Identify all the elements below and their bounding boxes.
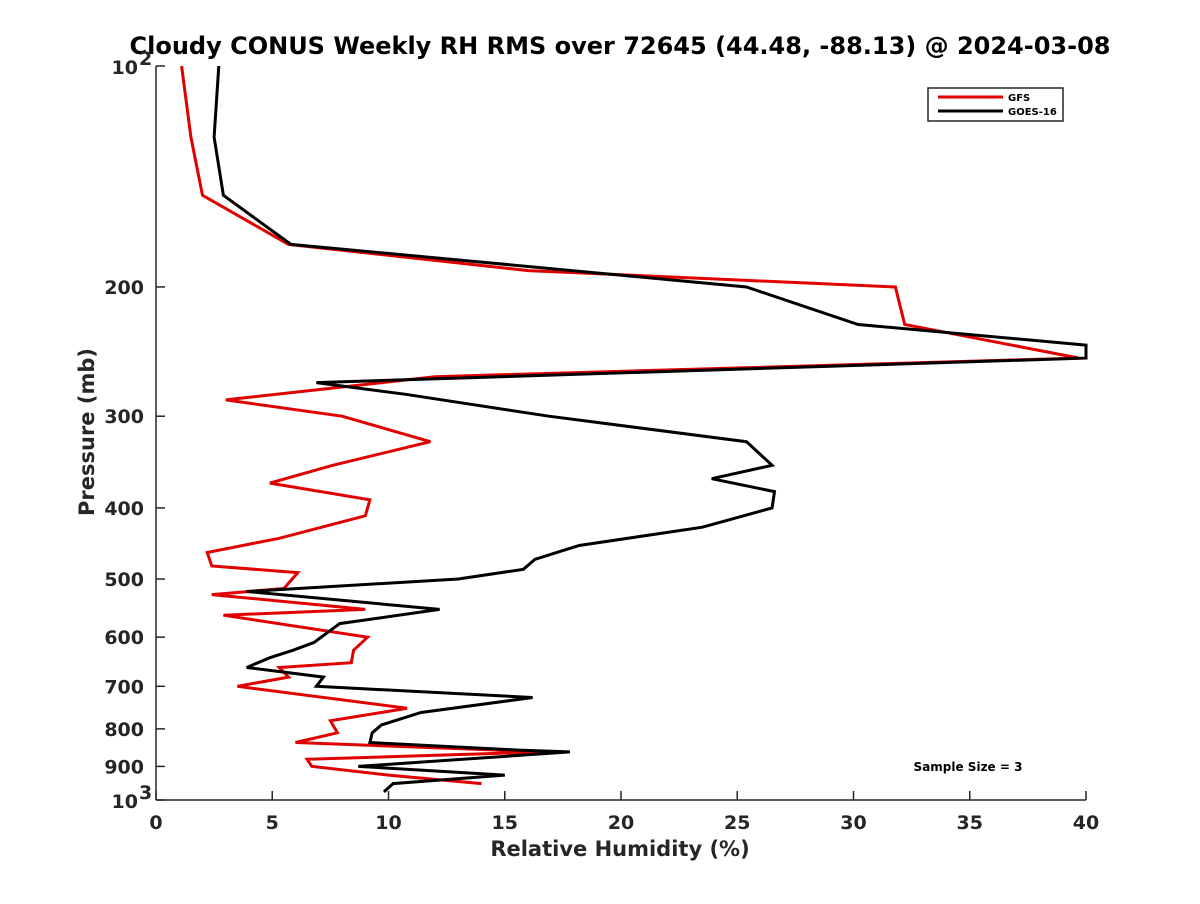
series-line-gfs [180, 65, 1080, 786]
legend-label-gfs: GFS [1008, 93, 1030, 104]
x-tick-label: 0 [149, 812, 162, 834]
y-tick-label: 600 [104, 627, 144, 649]
x-axis-label: Relative Humidity (%) [490, 837, 749, 861]
y-tick-label: 400 [104, 498, 144, 520]
x-tick-label: 30 [840, 812, 866, 834]
y-tick-label: 10 [112, 791, 138, 813]
y-tick-label: 900 [104, 756, 144, 778]
x-tick-label: 35 [957, 812, 983, 834]
y-tick-exponent: 2 [139, 48, 152, 70]
sample-size-annotation: Sample Size = 3 [914, 760, 1023, 774]
y-tick-label: 800 [104, 719, 144, 741]
y-tick-label: 300 [104, 406, 144, 428]
chart-title: Cloudy CONUS Weekly RH RMS over 72645 (4… [130, 32, 1111, 60]
y-tick-label: 700 [104, 676, 144, 698]
x-tick-label: 10 [375, 812, 401, 834]
y-tick-exponent: 3 [139, 782, 152, 804]
x-tick-label: 25 [724, 812, 750, 834]
x-tick-label: 15 [492, 812, 518, 834]
y-tick-label: 500 [104, 569, 144, 591]
legend: GFS GOES-16 [927, 87, 1064, 122]
legend-label-goes-16: GOES-16 [1008, 107, 1057, 118]
y-axis-label: Pressure (mb) [75, 348, 99, 516]
y-tick-label: 10 [112, 57, 138, 79]
legend-box [927, 87, 1064, 122]
x-tick-label: 40 [1073, 812, 1099, 834]
x-tick-label: 5 [266, 812, 279, 834]
x-tick-label: 20 [608, 812, 634, 834]
series-line-goes-16 [212, 65, 1088, 794]
y-tick-label: 200 [104, 277, 144, 299]
plot-lines [180, 65, 1088, 794]
